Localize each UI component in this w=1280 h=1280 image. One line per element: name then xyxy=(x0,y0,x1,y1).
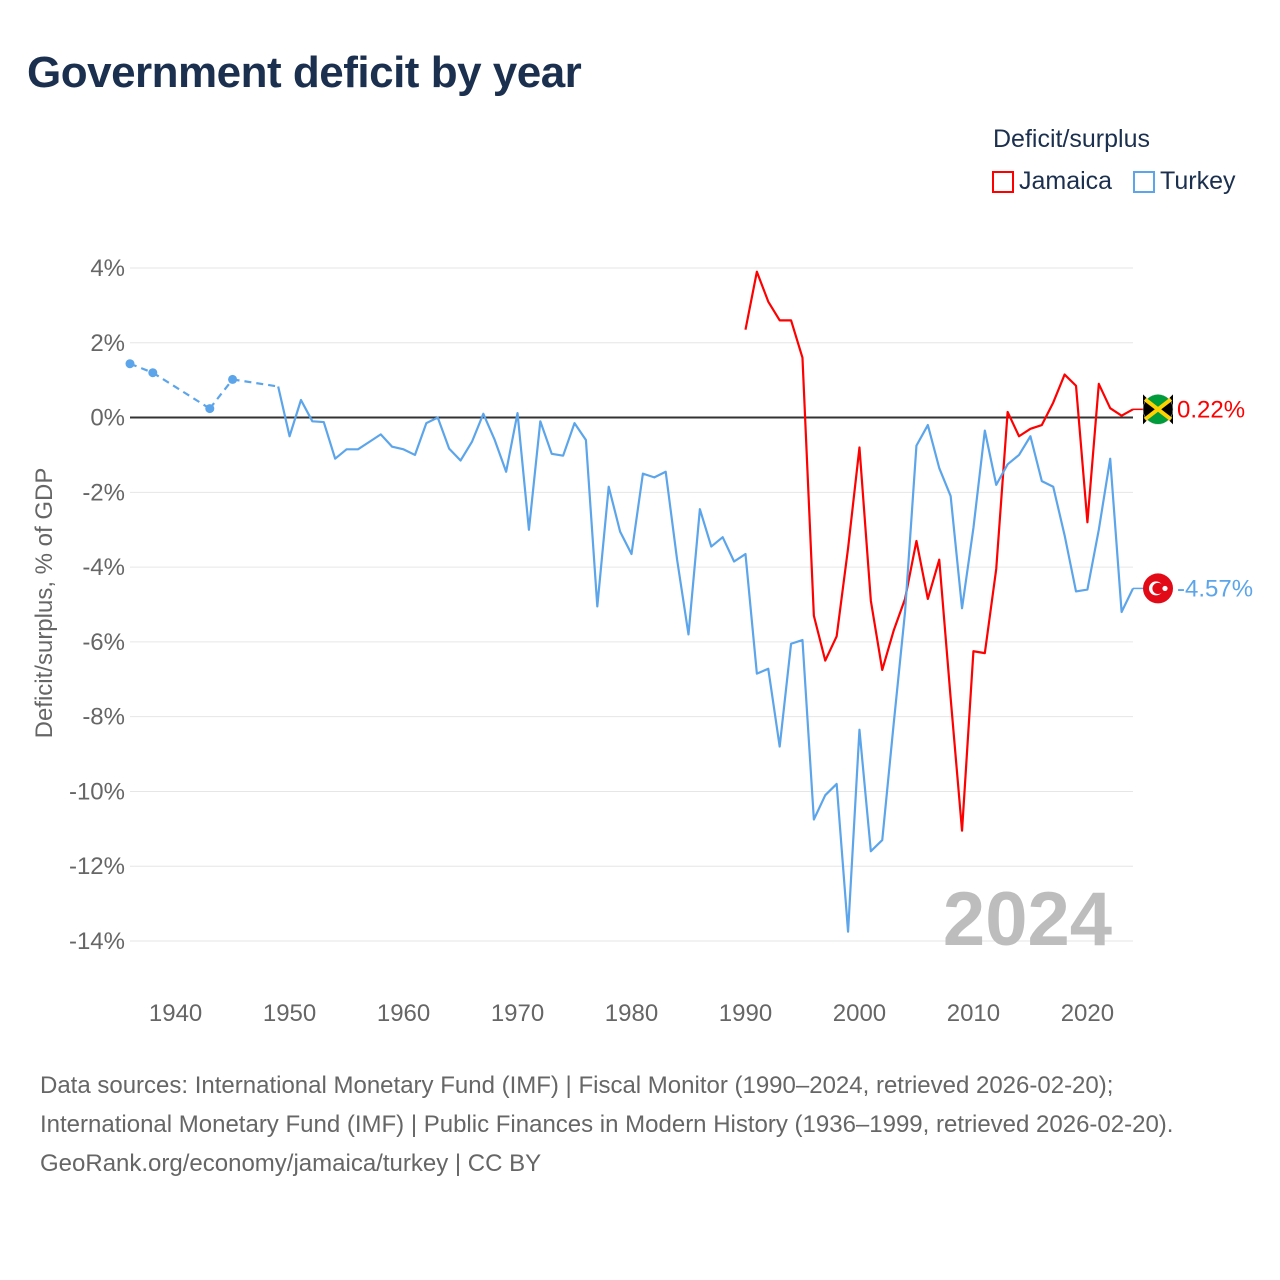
legend-label-jamaica: Jamaica xyxy=(1019,167,1113,195)
turkey-line xyxy=(277,386,1134,933)
line-chart: 4% 2% 0% -2% -4% -6% -8% -10% -12% -14% 1940 1950 19… xyxy=(31,255,1253,1027)
year-watermark: 2024 xyxy=(943,877,1112,962)
x-tick-label: 1940 xyxy=(149,1000,202,1027)
y-tick-label: -2% xyxy=(82,479,125,506)
chart-title: Government deficit by year xyxy=(27,48,582,97)
data-sources-text: Data sources: International Monetary Fun… xyxy=(40,1072,1174,1138)
turkey-gap-line xyxy=(208,378,234,410)
x-tick-label: 2020 xyxy=(1061,1000,1114,1027)
flag-star xyxy=(1162,585,1168,592)
legend-label-turkey: Turkey xyxy=(1160,167,1236,195)
legend-swatch-jamaica xyxy=(992,170,1014,193)
x-tick-label: 1970 xyxy=(491,1000,544,1027)
y-tick-label: -8% xyxy=(82,704,125,731)
x-tick-label: 1980 xyxy=(605,1000,658,1027)
sources-footer: Data sources: International Monetary Fun… xyxy=(40,1066,1240,1183)
x-tick-label: 2000 xyxy=(833,1000,886,1027)
x-tick-label: 1950 xyxy=(263,1000,316,1027)
legend-title: Deficit/surplus xyxy=(993,125,1150,153)
turkey-end-value-label: -4.57% xyxy=(1177,575,1253,602)
jamaica-end-value-label: 0.22% xyxy=(1177,396,1245,423)
jamaica-flag-icon xyxy=(1142,394,1174,425)
flag-saltire xyxy=(1143,397,1173,421)
legend-item-turkey[interactable]: Turkey xyxy=(1133,167,1235,196)
y-tick-label: -6% xyxy=(82,629,125,656)
jamaica-line xyxy=(744,270,1134,832)
y-tick-label: -10% xyxy=(69,778,125,805)
series-turkey: -4.57% xyxy=(125,359,1253,933)
turkey-gap-line xyxy=(152,371,211,410)
y-tick-label: -4% xyxy=(82,554,125,581)
y-tick-label: 4% xyxy=(90,255,125,282)
flag-crescent-inner xyxy=(1152,582,1164,595)
flag-border xyxy=(1142,394,1174,425)
y-axis-label: Deficit/surplus, % of GDP xyxy=(31,468,58,739)
series-jamaica: 0.22% xyxy=(744,270,1245,832)
x-tick-label: 2010 xyxy=(947,1000,1000,1027)
turkey-flag-icon xyxy=(1143,573,1173,604)
turkey-gap-line xyxy=(232,378,279,388)
y-tick-label: -14% xyxy=(69,928,125,955)
attribution-link[interactable]: GeoRank.org/economy/jamaica/turkey | CC … xyxy=(40,1150,542,1177)
x-tick-label: 1960 xyxy=(377,1000,430,1027)
y-tick-label: 0% xyxy=(90,405,125,432)
turkey-gap-line xyxy=(129,362,154,374)
y-tick-label: -12% xyxy=(69,853,125,880)
x-tick-label: 1990 xyxy=(719,1000,772,1027)
y-tick-label: 2% xyxy=(90,330,125,357)
legend-swatch-turkey xyxy=(1133,170,1155,193)
legend-item-jamaica[interactable]: Jamaica xyxy=(992,167,1112,196)
